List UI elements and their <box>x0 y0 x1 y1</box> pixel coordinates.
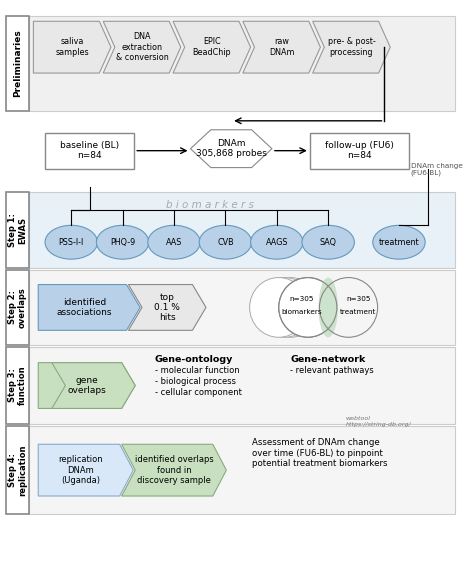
Ellipse shape <box>45 225 97 259</box>
Text: Step 4:
replication: Step 4: replication <box>8 444 27 496</box>
Text: - molecular function: - molecular function <box>155 366 239 375</box>
Polygon shape <box>313 22 390 73</box>
FancyBboxPatch shape <box>28 270 455 345</box>
Ellipse shape <box>373 225 425 259</box>
Text: n=305: n=305 <box>346 297 371 303</box>
Polygon shape <box>38 363 135 409</box>
Text: PHQ-9: PHQ-9 <box>110 238 135 247</box>
Ellipse shape <box>302 225 355 259</box>
Text: AAS: AAS <box>166 238 182 247</box>
Polygon shape <box>122 444 227 496</box>
Circle shape <box>255 278 314 338</box>
Text: n=305: n=305 <box>290 297 314 303</box>
Text: top
0.1 %
hits: top 0.1 % hits <box>154 293 180 322</box>
Text: - cellular component: - cellular component <box>155 388 241 396</box>
Text: treatment: treatment <box>379 238 419 247</box>
FancyBboxPatch shape <box>28 192 455 268</box>
Text: DNA
extraction
& conversion: DNA extraction & conversion <box>116 32 168 62</box>
Ellipse shape <box>96 225 149 259</box>
Ellipse shape <box>148 225 200 259</box>
Text: baseline (BL)
n=84: baseline (BL) n=84 <box>60 141 119 160</box>
Text: follow-up (FU6)
n=84: follow-up (FU6) n=84 <box>325 141 393 160</box>
FancyBboxPatch shape <box>6 426 28 514</box>
Polygon shape <box>173 22 251 73</box>
Text: pre- & post-
processing: pre- & post- processing <box>328 37 375 57</box>
Ellipse shape <box>199 225 252 259</box>
Text: Step 3:
function: Step 3: function <box>8 366 27 405</box>
Text: webtool
https://string-db.org/: webtool https://string-db.org/ <box>346 416 411 427</box>
Text: treatment: treatment <box>340 310 376 315</box>
Text: raw
DNAm: raw DNAm <box>269 37 294 57</box>
Text: Gene-ontology: Gene-ontology <box>155 354 233 364</box>
Text: replication
DNAm
(Uganda): replication DNAm (Uganda) <box>59 455 103 485</box>
FancyBboxPatch shape <box>6 192 28 268</box>
Polygon shape <box>103 22 181 73</box>
Text: DNAm change
(FU6-BL): DNAm change (FU6-BL) <box>410 163 463 176</box>
Polygon shape <box>33 22 111 73</box>
Text: identified
associations: identified associations <box>56 298 112 317</box>
FancyBboxPatch shape <box>28 347 455 424</box>
Polygon shape <box>52 363 135 409</box>
Text: Assessment of DNAm change
over time (FU6-BL) to pinpoint
potential treatment bio: Assessment of DNAm change over time (FU6… <box>252 438 387 468</box>
Polygon shape <box>191 130 272 167</box>
Polygon shape <box>38 285 140 331</box>
FancyBboxPatch shape <box>6 16 28 111</box>
Polygon shape <box>128 285 206 331</box>
Text: EPIC
BeadChip: EPIC BeadChip <box>192 37 231 57</box>
FancyBboxPatch shape <box>28 16 455 111</box>
Text: b i o m a r k e r s: b i o m a r k e r s <box>166 201 254 210</box>
Circle shape <box>279 278 337 338</box>
Text: AAGS: AAGS <box>265 238 288 247</box>
Text: biomarkers: biomarkers <box>282 310 322 315</box>
Text: - relevant pathways: - relevant pathways <box>291 366 374 375</box>
FancyBboxPatch shape <box>45 133 134 168</box>
Text: PSS-I-I: PSS-I-I <box>59 238 84 247</box>
Ellipse shape <box>251 225 303 259</box>
Text: - biological process: - biological process <box>155 377 236 385</box>
Text: Step 2:
overlaps: Step 2: overlaps <box>8 287 27 328</box>
Text: CVB: CVB <box>217 238 234 247</box>
FancyBboxPatch shape <box>28 426 455 514</box>
Ellipse shape <box>319 278 338 338</box>
Text: gene
overlaps: gene overlaps <box>67 376 106 395</box>
Circle shape <box>250 278 308 338</box>
FancyBboxPatch shape <box>6 347 28 424</box>
FancyBboxPatch shape <box>310 133 409 168</box>
Polygon shape <box>243 22 320 73</box>
Text: Preliminaries: Preliminaries <box>13 30 22 97</box>
Text: Gene-network: Gene-network <box>291 354 366 364</box>
Circle shape <box>261 278 319 338</box>
Text: SAQ: SAQ <box>319 238 337 247</box>
Text: DNAm
305,868 probes: DNAm 305,868 probes <box>196 139 267 159</box>
Text: identified overlaps
found in
discovery sample: identified overlaps found in discovery s… <box>135 455 213 485</box>
Text: Step 1:
EWAS: Step 1: EWAS <box>8 213 27 247</box>
FancyBboxPatch shape <box>6 270 28 345</box>
Polygon shape <box>38 444 133 496</box>
Text: saliva
samples: saliva samples <box>55 37 89 57</box>
